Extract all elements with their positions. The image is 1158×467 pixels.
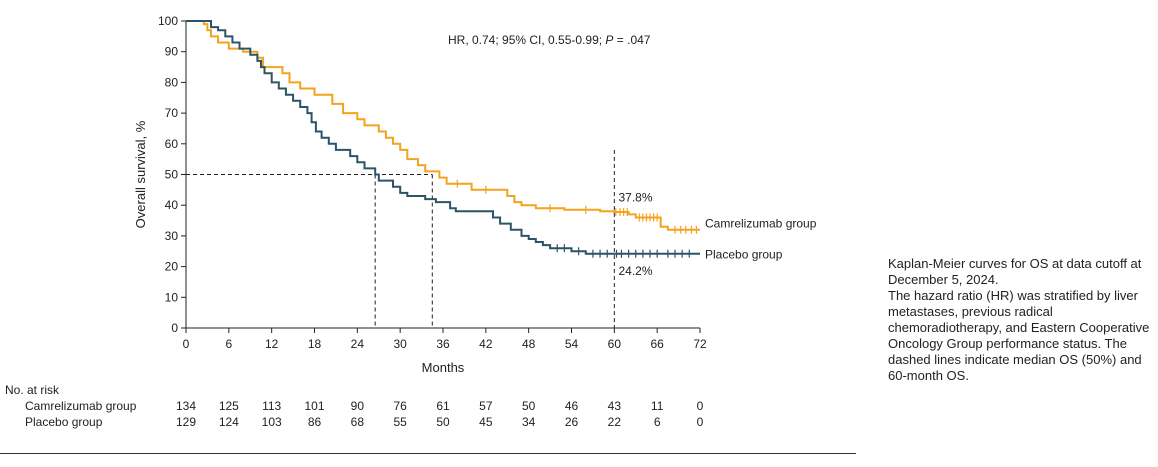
y-tick-label: 30 bbox=[165, 229, 179, 243]
x-tick-label: 66 bbox=[650, 337, 664, 351]
risk-row-label: Placebo group bbox=[25, 415, 103, 429]
x-tick-label: 60 bbox=[608, 337, 622, 351]
risk-count: 86 bbox=[308, 415, 322, 429]
risk-count: 34 bbox=[522, 415, 536, 429]
series-label: Camrelizumab group bbox=[705, 217, 817, 231]
x-tick-label: 6 bbox=[225, 337, 232, 351]
x-tick-label: 18 bbox=[308, 337, 322, 351]
bottom-rule bbox=[0, 453, 856, 454]
risk-count: 22 bbox=[608, 415, 622, 429]
risk-count: 129 bbox=[176, 415, 196, 429]
x-axis-title: Months bbox=[422, 360, 465, 375]
x-tick-label: 36 bbox=[436, 337, 450, 351]
y-tick-label: 90 bbox=[165, 45, 179, 59]
y-tick-label: 80 bbox=[165, 75, 179, 89]
risk-count: 57 bbox=[479, 399, 493, 413]
x-tick-label: 72 bbox=[693, 337, 707, 351]
risk-count: 50 bbox=[436, 415, 450, 429]
risk-count: 43 bbox=[608, 399, 622, 413]
risk-count: 6 bbox=[654, 415, 661, 429]
risk-count: 0 bbox=[697, 415, 704, 429]
risk-count: 134 bbox=[176, 399, 196, 413]
y-tick-label: 10 bbox=[165, 290, 179, 304]
survival-curve-placebo bbox=[186, 20, 700, 255]
landmark-label: 37.8% bbox=[618, 191, 652, 205]
risk-row-label: Camrelizumab group bbox=[25, 399, 137, 413]
caption-line-1: Kaplan-Meier curves for OS at data cutof… bbox=[888, 256, 1142, 287]
risk-count: 103 bbox=[262, 415, 282, 429]
hr-annotation-p-label: P bbox=[605, 33, 613, 47]
hr-annotation: HR, 0.74; 95% CI, 0.55-0.99; P = .047 bbox=[448, 33, 651, 47]
x-tick-label: 42 bbox=[479, 337, 493, 351]
y-axis-title: Overall survival, % bbox=[133, 120, 148, 228]
caption-line-2: The hazard ratio (HR) was stratified by … bbox=[888, 288, 1150, 383]
y-tick-label: 70 bbox=[165, 106, 179, 120]
y-tick-label: 20 bbox=[165, 260, 179, 274]
hr-annotation-p-value: = .047 bbox=[613, 33, 650, 47]
x-tick-label: 0 bbox=[183, 337, 190, 351]
y-tick-label: 0 bbox=[171, 321, 178, 335]
risk-count: 26 bbox=[565, 415, 579, 429]
risk-count: 0 bbox=[697, 399, 704, 413]
x-tick-label: 12 bbox=[265, 337, 279, 351]
y-tick-label: 50 bbox=[165, 168, 179, 182]
risk-count: 45 bbox=[479, 415, 493, 429]
kaplan-meier-figure: 0 10 20 30 40 50 60 70 80 90 100 0 6 12 18 24 30 36 42 48 54… bbox=[0, 14, 856, 454]
y-tick-label: 60 bbox=[165, 137, 179, 151]
risk-count: 124 bbox=[219, 415, 239, 429]
x-tick-label: 54 bbox=[565, 337, 579, 351]
series-label: Placebo group bbox=[705, 247, 783, 261]
risk-count: 55 bbox=[393, 415, 407, 429]
risk-count: 125 bbox=[219, 399, 239, 413]
risk-count: 68 bbox=[351, 415, 365, 429]
risk-table-title: No. at risk bbox=[5, 383, 60, 397]
risk-count: 76 bbox=[393, 399, 407, 413]
landmark-label: 24.2% bbox=[618, 264, 652, 278]
figure-caption: Kaplan-Meier curves for OS at data cutof… bbox=[888, 256, 1150, 384]
x-tick-label: 48 bbox=[522, 337, 536, 351]
risk-count: 11 bbox=[651, 399, 664, 413]
risk-count: 50 bbox=[522, 399, 536, 413]
x-tick-label: 24 bbox=[351, 337, 365, 351]
risk-count: 46 bbox=[565, 399, 579, 413]
risk-count: 90 bbox=[351, 399, 365, 413]
risk-count: 101 bbox=[304, 399, 324, 413]
risk-count: 113 bbox=[262, 399, 281, 413]
y-tick-label: 40 bbox=[165, 198, 179, 212]
x-tick-label: 30 bbox=[393, 337, 407, 351]
risk-count: 61 bbox=[436, 399, 450, 413]
hr-annotation-prefix: HR, 0.74; 95% CI, 0.55-0.99; bbox=[448, 33, 605, 47]
y-tick-label: 100 bbox=[158, 14, 178, 28]
